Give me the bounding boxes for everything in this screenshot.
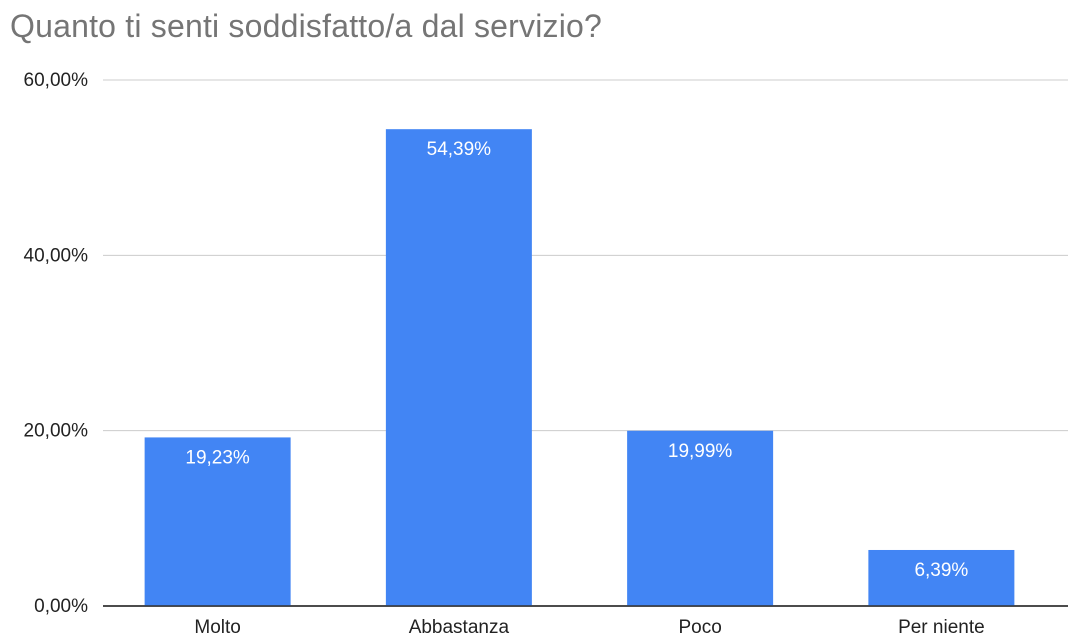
x-tick-label: Per niente	[898, 617, 985, 638]
data-label: 19,99%	[668, 441, 733, 462]
y-tick-label: 20,00%	[24, 421, 89, 442]
bar-per-niente	[868, 549, 1015, 606]
bars: 19,23% 54,39% 19,99% 6,39%	[103, 129, 1068, 607]
bar-abbastanza	[385, 129, 532, 606]
chart-title: Quanto ti senti soddisfatto/a dal serviz…	[10, 8, 603, 44]
data-label: 54,39%	[427, 139, 492, 160]
x-tick-label: Molto	[194, 617, 240, 638]
y-axis-ticks: 0,00% 20,00% 40,00% 60,00%	[24, 70, 89, 617]
data-label: 19,23%	[185, 447, 250, 468]
y-tick-label: 60,00%	[24, 70, 89, 91]
y-tick-label: 40,00%	[24, 245, 89, 266]
data-label: 6,39%	[914, 560, 968, 581]
x-axis-labels: Molto Abbastanza Poco Per niente	[194, 617, 984, 638]
bar-poco	[627, 430, 774, 606]
bar-molto	[144, 437, 291, 606]
x-tick-label: Poco	[678, 617, 721, 638]
x-tick-label: Abbastanza	[409, 617, 510, 638]
y-tick-label: 0,00%	[34, 596, 88, 617]
